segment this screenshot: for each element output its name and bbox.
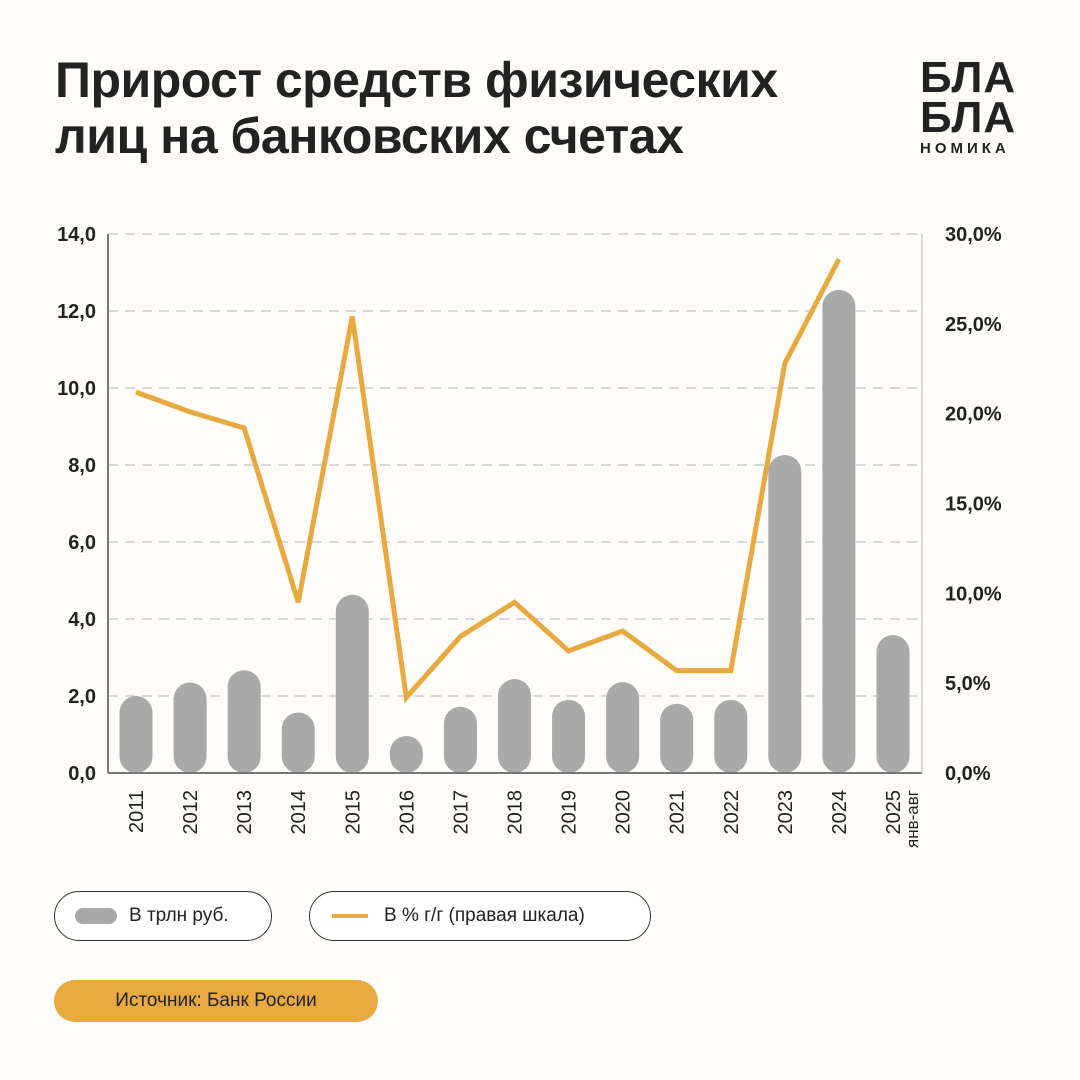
legend-line-swatch: [332, 914, 368, 918]
page-title: Прирост средств физических лиц на банков…: [55, 52, 778, 164]
bar: [606, 682, 640, 773]
x-tick-label: 2015: [342, 790, 364, 835]
y-right-tick-label: 15,0%: [945, 494, 1002, 516]
source-badge: Источник: Банк России: [54, 980, 378, 1022]
y-left-tick-label: 12,0: [57, 301, 96, 323]
y-right-tick-label: 0,0%: [945, 763, 991, 785]
logo-line-1: БЛА: [920, 53, 1017, 102]
legend-line-label: В % г/г (правая шкала): [384, 905, 585, 926]
bar: [281, 712, 315, 773]
bar: [768, 454, 802, 773]
bar: [173, 682, 207, 773]
x-tick-label: 2024: [829, 790, 851, 835]
x-tick-label: 2023: [775, 790, 797, 835]
x-tick-sublabel: янв-авг: [903, 790, 922, 848]
x-tick-label: 2022: [721, 790, 743, 835]
bar: [660, 703, 694, 773]
y-left-tick-label: 4,0: [68, 609, 96, 631]
title-line-1: Прирост средств физических: [55, 52, 778, 108]
bar: [227, 670, 261, 773]
legend-item-line: В % г/г (правая шкала): [309, 891, 651, 941]
bar: [443, 706, 477, 773]
logo-line-2: БЛА: [920, 93, 1017, 142]
bar: [822, 289, 856, 773]
bar: [714, 699, 748, 773]
y-left-tick-label: 8,0: [68, 455, 96, 477]
y-left-tick-label: 2,0: [68, 686, 96, 708]
bar: [389, 736, 423, 773]
x-tick-label: 2014: [288, 790, 310, 835]
x-tick-label: 2021: [667, 790, 689, 835]
y-left-tick-label: 0,0: [68, 763, 96, 785]
bar: [497, 679, 531, 773]
x-tick-label: 2017: [450, 790, 472, 835]
title-line-2: лиц на банковских счетах: [55, 108, 684, 164]
legend-bars-label: В трлн руб.: [129, 905, 229, 926]
y-right-tick-label: 25,0%: [945, 314, 1002, 336]
legend-item-bars: В трлн руб.: [54, 891, 272, 941]
y-right-tick-label: 30,0%: [945, 224, 1002, 246]
bar: [335, 594, 369, 773]
bar: [119, 696, 153, 773]
x-tick-label: 2019: [559, 790, 581, 835]
x-tick-label: 2011: [126, 790, 148, 833]
logo-line-3: НОМИКА: [920, 140, 1010, 157]
y-right-tick-label: 10,0%: [945, 583, 1002, 605]
legend-bar-swatch: [75, 908, 117, 924]
y-left-tick-label: 10,0: [57, 378, 96, 400]
y-right-tick-label: 5,0%: [945, 673, 991, 695]
line-series: [135, 258, 842, 704]
x-tick-label: 2025: [883, 790, 905, 835]
x-tick-label: 2013: [234, 790, 256, 835]
bar: [876, 635, 910, 773]
y-left-tick-label: 14,0: [57, 224, 96, 246]
y-left-tick-label: 6,0: [68, 532, 96, 554]
x-tick-label: 2012: [180, 790, 202, 835]
y-right-tick-label: 20,0%: [945, 404, 1002, 426]
x-tick-label: 2016: [396, 790, 418, 835]
logo: БЛА БЛА НОМИКА: [920, 53, 1025, 158]
x-tick-label: 2020: [613, 790, 635, 835]
x-tick-label: 2018: [504, 790, 526, 835]
bar: [552, 699, 586, 773]
